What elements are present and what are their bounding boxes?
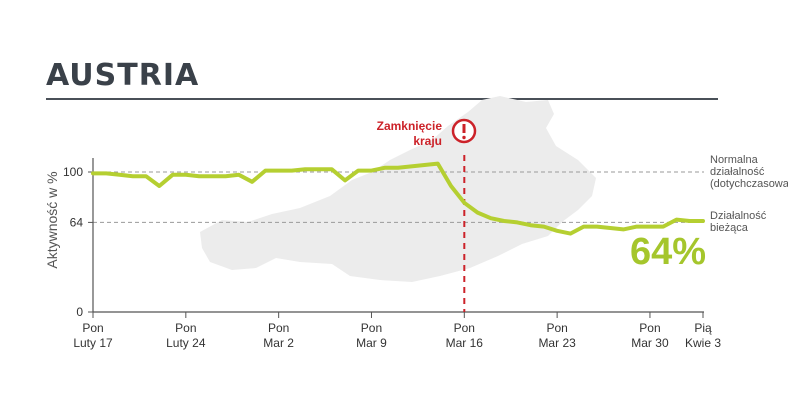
x-tick-label-3-line-2: Mar 9 [356, 336, 387, 350]
x-tick-label-2-line-1: Pon [268, 321, 289, 335]
current-label-line-1: Działalność [710, 210, 767, 222]
austria-map-silhouette [200, 96, 596, 282]
normal-label-line-1: Normalna [710, 154, 759, 166]
lockdown-label-line-1: Zamknięcie [377, 119, 443, 133]
y-tick-label-100: 100 [63, 165, 83, 179]
reference-lines [93, 171, 704, 223]
chart-title: AUSTRIA [46, 58, 200, 93]
normal-label-line-2: działalność [710, 166, 765, 178]
y-tick-label-0: 0 [76, 305, 83, 319]
current-value: 64% [630, 231, 706, 273]
x-tick-label-6-line-2: Mar 30 [631, 336, 669, 350]
y-axis-label: Aktywność w % [44, 171, 60, 268]
current-label-line-2: bieżąca [710, 222, 749, 234]
x-tick-label-1-line-2: Luty 24 [166, 336, 206, 350]
x-tick-label-2-line-2: Mar 2 [263, 336, 294, 350]
title-underline [46, 98, 718, 100]
series-line-0 [91, 161, 705, 236]
x-tick-label-1-line-1: Pon [175, 321, 196, 335]
series-activity [91, 161, 705, 236]
x-tick-label-0-line-2: Luty 17 [73, 336, 113, 350]
y-axis-ticks: 0 64 100 [63, 165, 93, 319]
x-tick-label-7-line-1: Pią [694, 321, 712, 335]
x-tick-label-0-line-1: Pon [82, 321, 103, 335]
x-tick-label-4-line-1: Pon [454, 321, 475, 335]
x-tick-label-6-line-1: Pon [639, 321, 660, 335]
x-tick-label-7-line-2: Kwie 3 [685, 336, 721, 350]
x-tick-label-5-line-2: Mar 23 [538, 336, 576, 350]
x-tick-label-4-line-2: Mar 16 [446, 336, 484, 350]
alert-icon [451, 118, 477, 144]
axes [92, 158, 704, 313]
x-tick-label-5-line-1: Pon [546, 321, 567, 335]
lockdown-label-line-2: kraju [413, 134, 442, 148]
x-tick-label-3-line-1: Pon [361, 321, 382, 335]
y-tick-label-64: 64 [70, 215, 84, 229]
normal-label-line-3: (dotychczasowa) [710, 178, 788, 190]
